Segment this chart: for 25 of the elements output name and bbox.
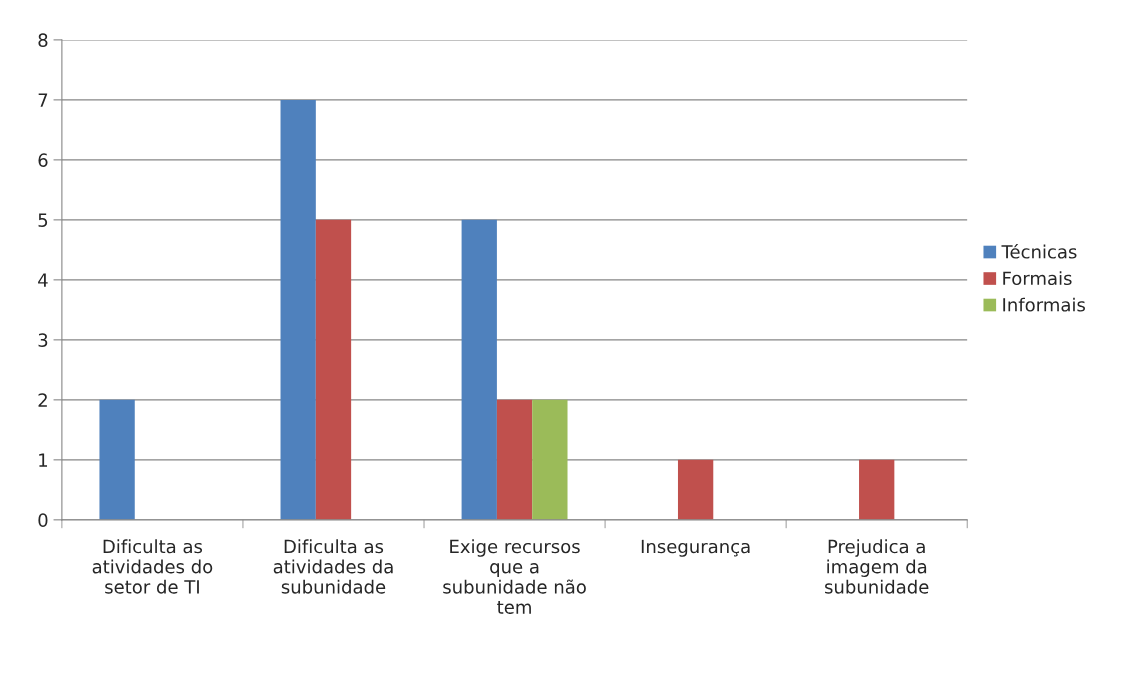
bar: [280, 99, 316, 520]
y-tick-label: 4: [38, 273, 48, 287]
bar: [496, 399, 533, 520]
x-tick-label: Dificulta as atividades da subunidade: [273, 539, 393, 594]
y-tick-label: 2: [38, 393, 47, 407]
y-tick-label: 1: [39, 453, 48, 467]
y-tick-label: 8: [38, 33, 48, 47]
bar: [461, 219, 497, 520]
y-tick-label: 6: [38, 153, 48, 167]
y-tick-label: 7: [38, 93, 48, 107]
bar: [315, 219, 352, 520]
legend-label: Formais: [1003, 271, 1072, 286]
x-tick-label: Dificulta as atividades do setor de TI: [92, 539, 213, 594]
bar: [677, 459, 714, 520]
x-tick-label: Prejudica a imagem da subunidade: [825, 539, 929, 594]
x-tick-label: Insegurança: [641, 539, 750, 557]
y-tick-label: 3: [38, 333, 48, 347]
bar: [859, 459, 895, 520]
bar: [99, 399, 135, 520]
y-tick-label: 5: [38, 213, 48, 227]
legend-label: Informais: [1003, 297, 1085, 312]
y-tick-label: 0: [38, 513, 48, 527]
legend-label: Técnicas: [1001, 243, 1077, 259]
x-tick-label: Exige recursos que a subunidade não tem: [443, 539, 586, 614]
bar: [532, 399, 568, 520]
